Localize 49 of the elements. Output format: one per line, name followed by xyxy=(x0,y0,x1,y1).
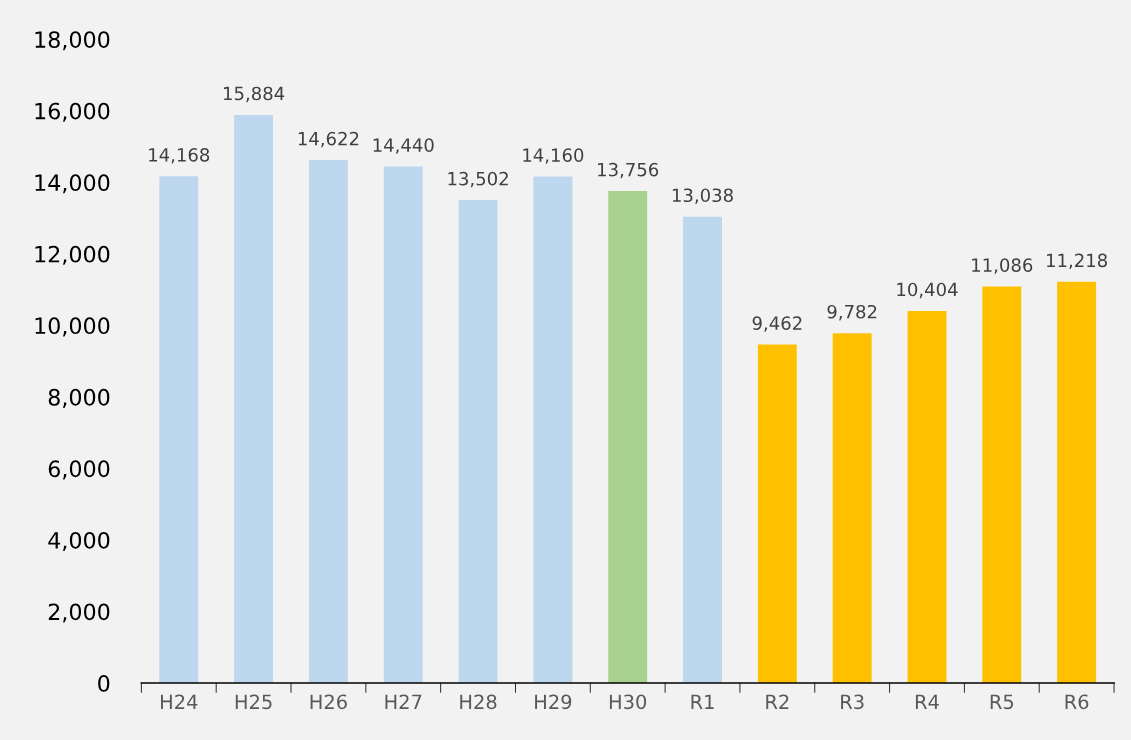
data-label: 13,756 xyxy=(598,162,659,179)
bar xyxy=(383,166,423,684)
x-tick-label: H25 xyxy=(235,694,272,710)
data-label: 15,884 xyxy=(224,86,285,103)
data-label: 13,038 xyxy=(672,188,733,204)
data-label: 9,782 xyxy=(827,304,877,321)
y-tick-label: 0 xyxy=(98,674,110,692)
bar xyxy=(159,176,199,684)
bar xyxy=(982,286,1022,684)
bar xyxy=(757,344,797,684)
data-label: 11,218 xyxy=(1047,253,1107,270)
data-label: 11,086 xyxy=(972,258,1033,274)
y-tick-label: 18,000 xyxy=(35,31,110,51)
x-tick-label: H24 xyxy=(161,694,198,709)
bar xyxy=(458,200,498,684)
bar xyxy=(683,216,722,684)
x-tick-label: R6 xyxy=(1065,694,1089,710)
x-tick-label: H30 xyxy=(609,694,647,710)
y-tick-label: 10,000 xyxy=(35,317,110,337)
x-tick-label: R3 xyxy=(841,694,864,710)
data-label: 14,168 xyxy=(149,148,210,164)
x-tick-label: R5 xyxy=(990,694,1014,710)
y-tick-label: 14,000 xyxy=(35,174,110,194)
bar xyxy=(308,160,348,684)
y-tick-label: 16,000 xyxy=(35,102,110,122)
bar xyxy=(907,310,947,684)
y-tick-label: 6,000 xyxy=(48,460,110,480)
data-label: 14,440 xyxy=(373,138,434,154)
x-tick-label: R2 xyxy=(766,694,789,709)
y-tick-label: 2,000 xyxy=(48,603,110,623)
y-tick-label: 12,000 xyxy=(35,245,110,265)
x-tick-label: R1 xyxy=(691,694,714,709)
data-label: 9,462 xyxy=(752,316,802,332)
data-label: 14,622 xyxy=(298,131,359,148)
bar xyxy=(1057,281,1097,684)
bar xyxy=(234,114,274,684)
y-tick-label: 8,000 xyxy=(48,388,110,408)
x-tick-label: H27 xyxy=(385,694,422,709)
x-tick-label: H26 xyxy=(310,694,347,710)
x-tick-label: R4 xyxy=(915,694,939,709)
data-label: 10,404 xyxy=(897,282,958,299)
y-tick-label: 4,000 xyxy=(48,531,110,551)
bar xyxy=(608,191,648,684)
bar xyxy=(533,176,573,684)
bar xyxy=(832,333,872,684)
data-label: 14,160 xyxy=(523,148,584,164)
x-tick-label: H28 xyxy=(460,694,497,710)
x-tick-label: H29 xyxy=(535,694,572,710)
data-label: 13,502 xyxy=(448,171,508,188)
